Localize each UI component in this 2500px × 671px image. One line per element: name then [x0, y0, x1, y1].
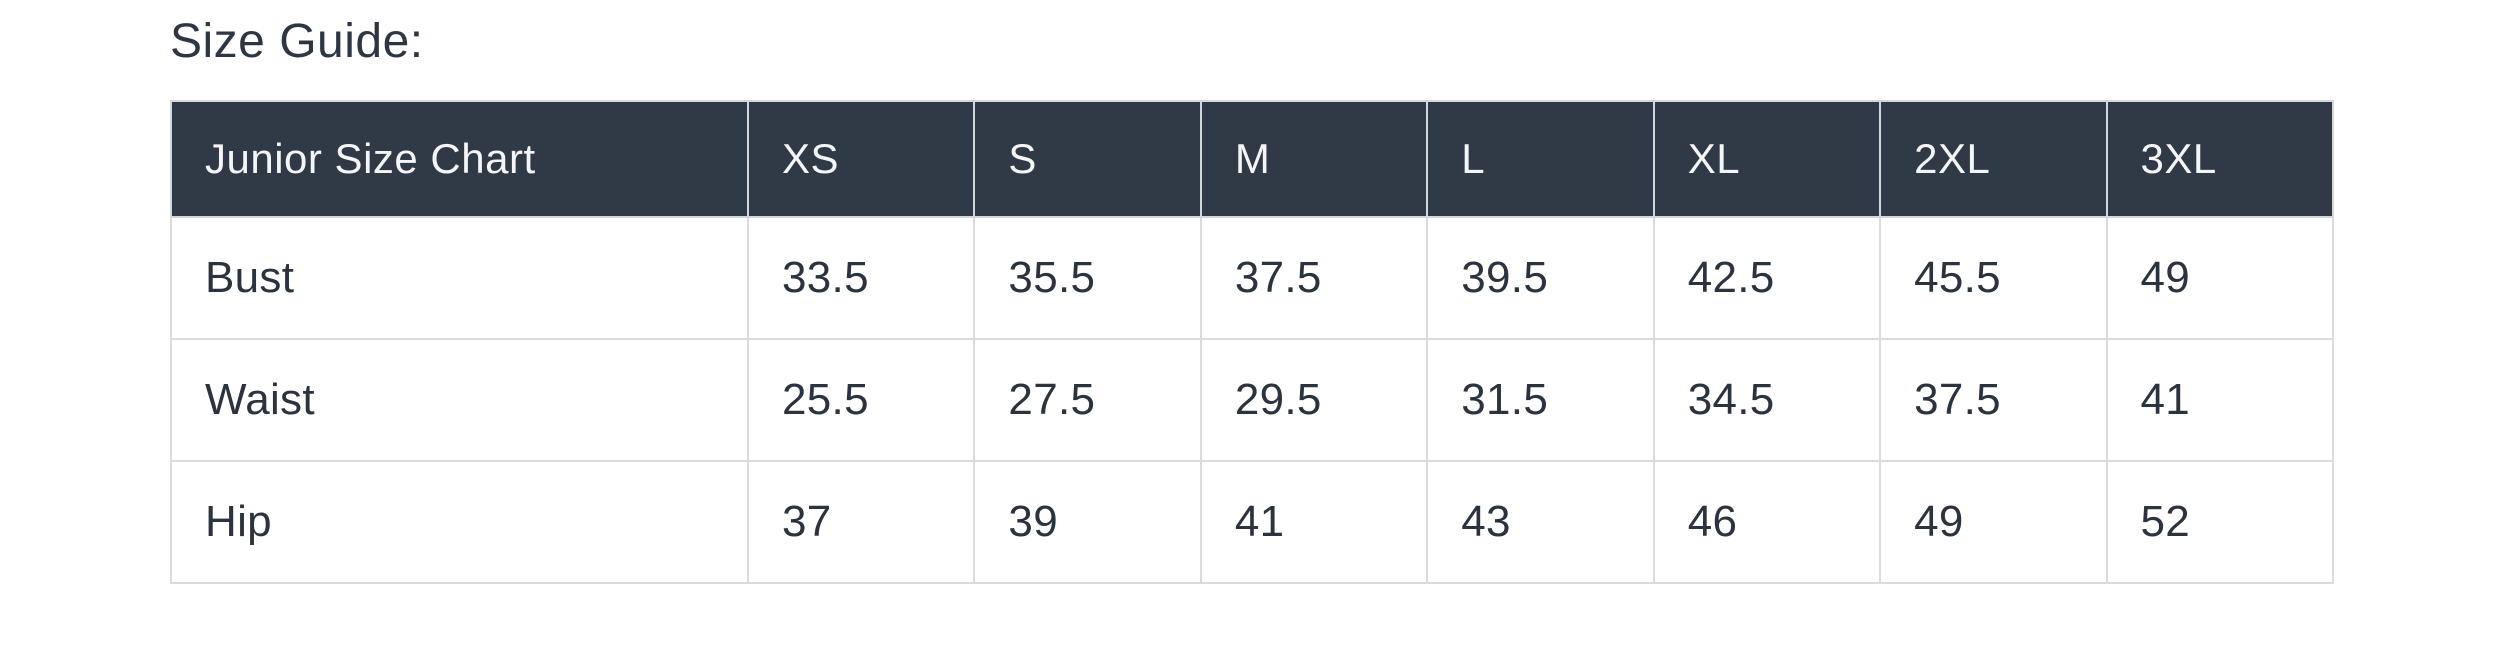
waist-3xl-value: 41 [2107, 339, 2333, 461]
table-header: Junior Size Chart XS S M L XL 2XL 3XL [171, 101, 2333, 217]
bust-m-value: 37.5 [1201, 217, 1427, 339]
header-cell-3xl: 3XL [2107, 101, 2333, 217]
bust-2xl-value: 45.5 [1880, 217, 2106, 339]
table-row-bust: Bust 33.5 35.5 37.5 39.5 42.5 45.5 49 [171, 217, 2333, 339]
size-guide-section: Size Guide: Junior Size Chart XS S M L X… [170, 14, 2334, 584]
hip-l-value: 43 [1427, 461, 1653, 583]
header-cell-s: S [974, 101, 1200, 217]
junior-size-chart-table: Junior Size Chart XS S M L XL 2XL 3XL Bu… [170, 100, 2334, 584]
header-cell-l: L [1427, 101, 1653, 217]
table-row-hip: Hip 37 39 41 43 46 49 52 [171, 461, 2333, 583]
hip-2xl-value: 49 [1880, 461, 2106, 583]
bust-xs-value: 33.5 [748, 217, 974, 339]
header-cell-chart-title: Junior Size Chart [171, 101, 748, 217]
table-body: Bust 33.5 35.5 37.5 39.5 42.5 45.5 49 Wa… [171, 217, 2333, 583]
page: Size Guide: Junior Size Chart XS S M L X… [0, 0, 2500, 671]
header-cell-xl: XL [1654, 101, 1880, 217]
row-label-bust: Bust [171, 217, 748, 339]
hip-m-value: 41 [1201, 461, 1427, 583]
size-guide-title: Size Guide: [170, 14, 2334, 69]
bust-l-value: 39.5 [1427, 217, 1653, 339]
header-cell-2xl: 2XL [1880, 101, 2106, 217]
hip-3xl-value: 52 [2107, 461, 2333, 583]
header-cell-xs: XS [748, 101, 974, 217]
header-row: Junior Size Chart XS S M L XL 2XL 3XL [171, 101, 2333, 217]
waist-s-value: 27.5 [974, 339, 1200, 461]
waist-xs-value: 25.5 [748, 339, 974, 461]
hip-xl-value: 46 [1654, 461, 1880, 583]
waist-2xl-value: 37.5 [1880, 339, 2106, 461]
waist-m-value: 29.5 [1201, 339, 1427, 461]
hip-xs-value: 37 [748, 461, 974, 583]
table-row-waist: Waist 25.5 27.5 29.5 31.5 34.5 37.5 41 [171, 339, 2333, 461]
bust-s-value: 35.5 [974, 217, 1200, 339]
header-cell-m: M [1201, 101, 1427, 217]
hip-s-value: 39 [974, 461, 1200, 583]
waist-xl-value: 34.5 [1654, 339, 1880, 461]
waist-l-value: 31.5 [1427, 339, 1653, 461]
row-label-hip: Hip [171, 461, 748, 583]
bust-3xl-value: 49 [2107, 217, 2333, 339]
row-label-waist: Waist [171, 339, 748, 461]
bust-xl-value: 42.5 [1654, 217, 1880, 339]
